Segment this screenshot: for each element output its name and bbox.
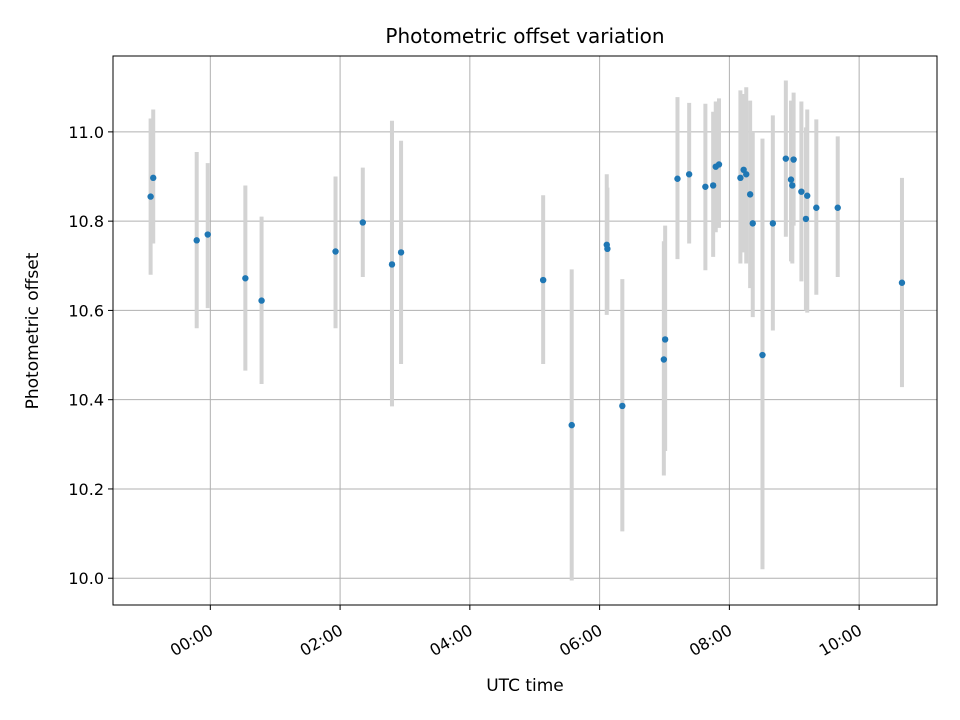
data-point [790,156,797,163]
data-point [539,276,547,284]
data-point [709,182,717,189]
data-point [258,297,265,304]
data-point [802,215,810,223]
data-point [332,248,339,255]
data-point [397,249,405,256]
data-point [619,402,626,410]
data-point [798,188,805,195]
y-tick-label: 10.2 [68,480,104,499]
data-point [568,421,575,429]
data-point [804,192,811,199]
x-axis-label: UTC time [486,676,564,696]
data-point [737,174,744,182]
data-point [604,245,611,253]
data-point [749,220,756,227]
data-point [898,279,906,286]
data-point [660,356,668,363]
data-point [388,261,396,268]
y-axis-label: Photometric offset [23,252,43,409]
plot-area-frame [112,55,938,606]
data-point [661,336,669,343]
y-tick-label: 11.0 [68,123,104,142]
data-point [204,231,211,238]
y-tick-label: 10.4 [68,391,104,410]
data-point [769,220,777,227]
data-point [743,171,750,178]
data-point [782,155,790,162]
data-point [834,204,841,211]
data-point [685,171,693,178]
data-point [759,351,766,359]
data-point [193,237,200,244]
y-tick-label: 10.6 [68,301,104,320]
data-point [702,183,709,190]
data-point [359,219,366,226]
grid [113,56,937,605]
y-tick-label: 10.0 [68,569,104,588]
data-point [147,193,154,200]
y-tick-label: 10.8 [68,212,104,231]
data-point [813,204,820,211]
y-axis: 10.0 10.2 10.4 10.6 10.8 11.0 [68,123,113,588]
data-point [715,161,723,168]
data-point [242,275,249,282]
data-point [674,175,681,182]
data-point [150,174,157,182]
data-point [746,191,754,198]
chart-title: Photometric offset variation [385,24,664,48]
data-points [147,155,906,429]
data-point [789,182,796,189]
data-point [787,176,795,183]
